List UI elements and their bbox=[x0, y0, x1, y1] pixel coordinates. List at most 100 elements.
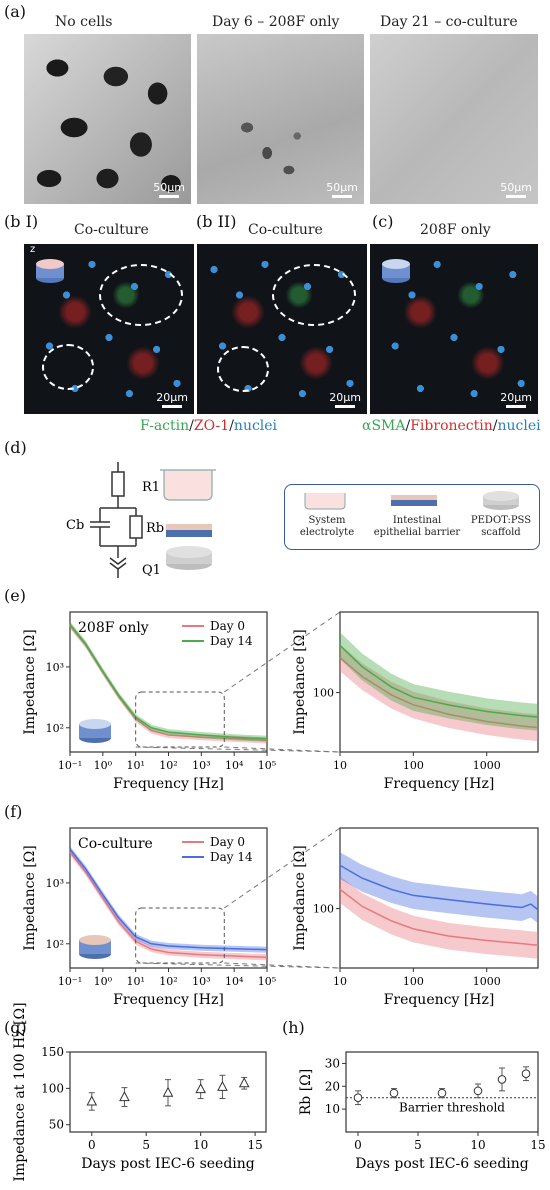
data-point-4 bbox=[497, 1075, 507, 1084]
zoom-connector-bottom-left bbox=[135, 962, 341, 969]
stain-legend-left: F-actin/ZO-1/nuclei bbox=[140, 418, 277, 434]
y-tick-label: 30 bbox=[325, 1056, 340, 1070]
x-tick-label: 100 bbox=[403, 759, 424, 772]
panel-a-title-2: Day 6 – 208F only bbox=[212, 14, 340, 30]
dashed-region-1 bbox=[99, 264, 183, 326]
x-tick-label: 10⁻¹ bbox=[58, 975, 82, 988]
sem-image-day21: 50μm bbox=[370, 34, 538, 204]
x-tick-label: 10³ bbox=[192, 975, 210, 988]
panel-b1-title: Co-culture bbox=[74, 222, 149, 238]
stain-label-1: / bbox=[405, 418, 411, 434]
x-tick-label: 1000 bbox=[473, 975, 501, 988]
plot-frame bbox=[339, 611, 539, 753]
x-tick-label: 10⁵ bbox=[258, 759, 276, 772]
dashed-region-2 bbox=[217, 346, 269, 392]
epithelial-barrier-icon bbox=[166, 524, 212, 530]
x-tick-label: 15 bbox=[247, 1138, 262, 1152]
data-point-5 bbox=[238, 1077, 250, 1088]
pedot-scaffold-legend-icon bbox=[483, 491, 519, 510]
y-axis-label: Impedance at 100 Hz [Ω] bbox=[12, 1002, 28, 1181]
scale-bar: 50μm bbox=[326, 181, 358, 198]
data-point-3 bbox=[195, 1083, 206, 1094]
panel-f-label: (f) bbox=[4, 802, 23, 821]
scale-bar: 20μm bbox=[156, 391, 188, 408]
stain-label-4: nuclei bbox=[497, 418, 541, 434]
data-point-3 bbox=[473, 1086, 483, 1096]
stain-label-3: / bbox=[229, 418, 234, 434]
x-tick-label: 5 bbox=[414, 1138, 422, 1152]
x-tick-label: 10 bbox=[333, 975, 347, 988]
data-point-0 bbox=[86, 1095, 98, 1106]
x-axis-label: Frequency [Hz] bbox=[113, 992, 224, 1008]
plot-frame bbox=[69, 1051, 267, 1133]
x-tick-label: 15 bbox=[530, 1138, 545, 1152]
circuit-illustrations bbox=[160, 469, 216, 570]
series-line-0 bbox=[339, 657, 539, 729]
dashed-region-2 bbox=[42, 344, 94, 390]
stain-label-3: / bbox=[492, 418, 498, 434]
component-legend: System electrolyte Intestinal epithelial… bbox=[284, 484, 540, 550]
series-line-1 bbox=[69, 623, 268, 740]
stain-label-2: Fibronectin bbox=[410, 418, 493, 434]
panel-a-title-1: No cells bbox=[55, 14, 113, 30]
y-axis-label: Impedance [Ω] bbox=[292, 845, 308, 951]
y-axis-label: Impedance [Ω] bbox=[22, 629, 38, 735]
x-axis-label: Frequency [Hz] bbox=[384, 776, 495, 792]
chart-annotation: 208F only bbox=[78, 620, 149, 636]
data-point-2 bbox=[162, 1086, 174, 1097]
x-tick-label: 10⁴ bbox=[225, 759, 244, 772]
x-tick-label: 5 bbox=[142, 1138, 150, 1152]
scale-bar: 50μm bbox=[153, 181, 185, 198]
data-point-2 bbox=[437, 1088, 447, 1098]
zoom-connector-bottom bbox=[224, 746, 341, 753]
data-point-4 bbox=[217, 1080, 228, 1091]
x-axis-label: Frequency [Hz] bbox=[113, 776, 224, 792]
z-axis-label: z bbox=[30, 244, 36, 255]
chart-e-left: Frequency [Hz] Impedance [Ω] 10⁻¹ 10⁰ 10¹ 10²… bbox=[22, 611, 341, 792]
series-band-0 bbox=[340, 644, 538, 742]
y-tick-label: 50 bbox=[49, 1118, 64, 1132]
data-point-1 bbox=[119, 1091, 130, 1102]
legend-label-0: Day 0 bbox=[210, 835, 245, 849]
plot-frame bbox=[345, 1051, 539, 1133]
legend-system-electrolyte: System electrolyte bbox=[299, 515, 355, 538]
rb-label: Rb bbox=[146, 521, 164, 536]
system-electrolyte-icon bbox=[304, 493, 346, 510]
stain-label-2: ZO-1 bbox=[193, 418, 230, 434]
panel-b1-label: (b I) bbox=[4, 212, 39, 231]
panel-a-label: (a) bbox=[4, 2, 27, 21]
x-tick-label: 10 bbox=[333, 759, 347, 772]
x-tick-label: 1000 bbox=[473, 759, 501, 772]
fluorescence-image-b1: z 20μm bbox=[24, 244, 194, 414]
x-tick-label: 0 bbox=[88, 1138, 96, 1152]
legend-label-0: Day 0 bbox=[210, 619, 245, 633]
series-line-0 bbox=[69, 851, 268, 959]
data-point-0 bbox=[353, 1093, 363, 1103]
chart-f-left: Frequency [Hz] Impedance [Ω] 10⁻¹ 10⁰ 10¹ 10²… bbox=[22, 827, 341, 1008]
chart-e-right: Frequency [Hz] Impedance [Ω] 10 100 1000 100 bbox=[292, 611, 539, 792]
chart-f-right: Frequency [Hz] Impedance [Ω] 10 100 1000 100 bbox=[292, 827, 539, 1008]
x-tick-label: 10⁰ bbox=[94, 975, 113, 988]
scaffold-thumbnail bbox=[30, 250, 66, 288]
series-line-1 bbox=[339, 644, 539, 718]
panel-a-title-3: Day 21 – co-culture bbox=[380, 14, 518, 30]
data-point-5 bbox=[521, 1069, 531, 1079]
epithelial-barrier-legend-icon bbox=[391, 495, 437, 506]
legend-pedot-scaffold: PEDOT:PSS scaffold bbox=[470, 515, 532, 538]
y-tick-label: 100 bbox=[313, 903, 334, 916]
zoom-connector-bottom-left bbox=[135, 746, 341, 753]
series-line-1 bbox=[69, 848, 268, 951]
series-band-0 bbox=[340, 876, 538, 959]
x-tick-label: 10 bbox=[193, 1138, 208, 1152]
scaffold-thumbnail-icon bbox=[79, 935, 111, 959]
x-tick-label: 0 bbox=[354, 1138, 362, 1152]
chart-h: Days post IEC-6 seeding Rb [Ω] 0 5 10 15 10 20 3… bbox=[298, 1051, 546, 1172]
x-axis-label: Days post IEC-6 seeding bbox=[81, 1156, 255, 1172]
scale-bar: 20μm bbox=[500, 391, 532, 408]
legend-epithelial-barrier: Intestinal epithelial barrier bbox=[373, 515, 461, 538]
r1-label: R1 bbox=[142, 480, 160, 495]
scaffold-thumbnail-icon bbox=[382, 259, 410, 283]
sem-image-day6: 50μm bbox=[197, 34, 364, 204]
fluorescence-image-b2: 20μm bbox=[197, 244, 367, 414]
y-tick-label: 100 bbox=[313, 687, 334, 700]
